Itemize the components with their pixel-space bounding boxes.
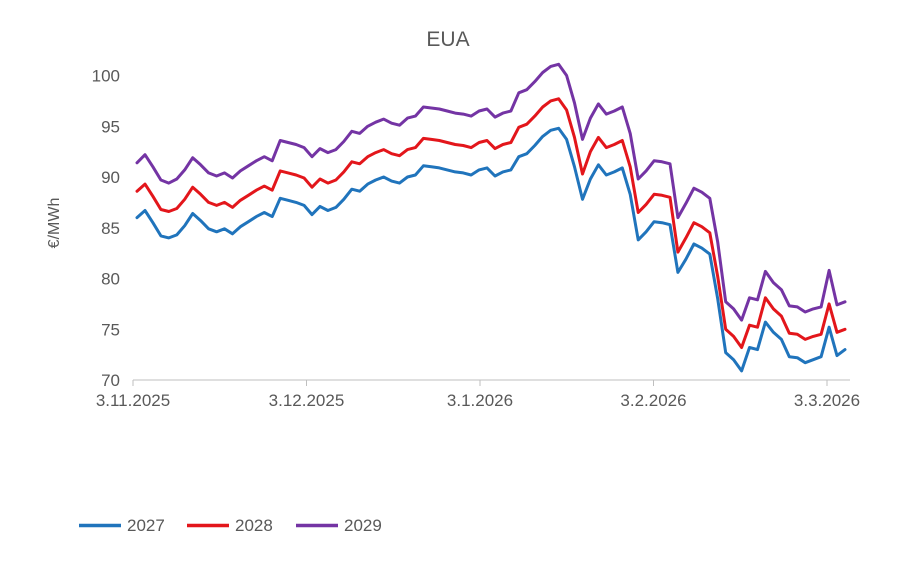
x-axis <box>132 379 850 386</box>
x-axis-tick-labels: 3.11.2025 3.12.2025 3.1.2026 3.2.2026 3.3.20… <box>96 391 860 410</box>
legend-label-2027: 2027 <box>127 516 165 535</box>
legend: 2027 2028 2029 <box>79 516 382 535</box>
x-tick-label: 3.11.2025 <box>96 391 170 410</box>
y-tick-label: 90 <box>101 168 120 187</box>
y-tick-label: 70 <box>101 371 120 390</box>
x-tick-label: 3.1.2026 <box>447 391 513 410</box>
series-line-2028 <box>135 97 847 349</box>
y-axis-tick-labels: 70 75 80 85 90 95 100 <box>92 67 120 391</box>
x-tick-label: 3.12.2025 <box>269 391 345 410</box>
y-tick-label: 80 <box>101 270 120 289</box>
y-tick-label: 85 <box>101 219 120 238</box>
x-tick-label: 3.3.2026 <box>794 391 860 410</box>
legend-label-2028: 2028 <box>235 516 273 535</box>
y-tick-label: 75 <box>101 320 120 339</box>
y-tick-label: 95 <box>101 117 120 136</box>
legend-label-2029: 2029 <box>344 516 382 535</box>
chart-title: EUA <box>426 28 469 51</box>
series-lines <box>135 62 847 373</box>
x-tick-label: 3.2.2026 <box>620 391 686 410</box>
series-line-2029 <box>135 62 847 322</box>
y-tick-label: 100 <box>92 67 120 86</box>
series-line-2027 <box>135 126 847 373</box>
y-axis-title: €/MWh <box>46 198 63 249</box>
